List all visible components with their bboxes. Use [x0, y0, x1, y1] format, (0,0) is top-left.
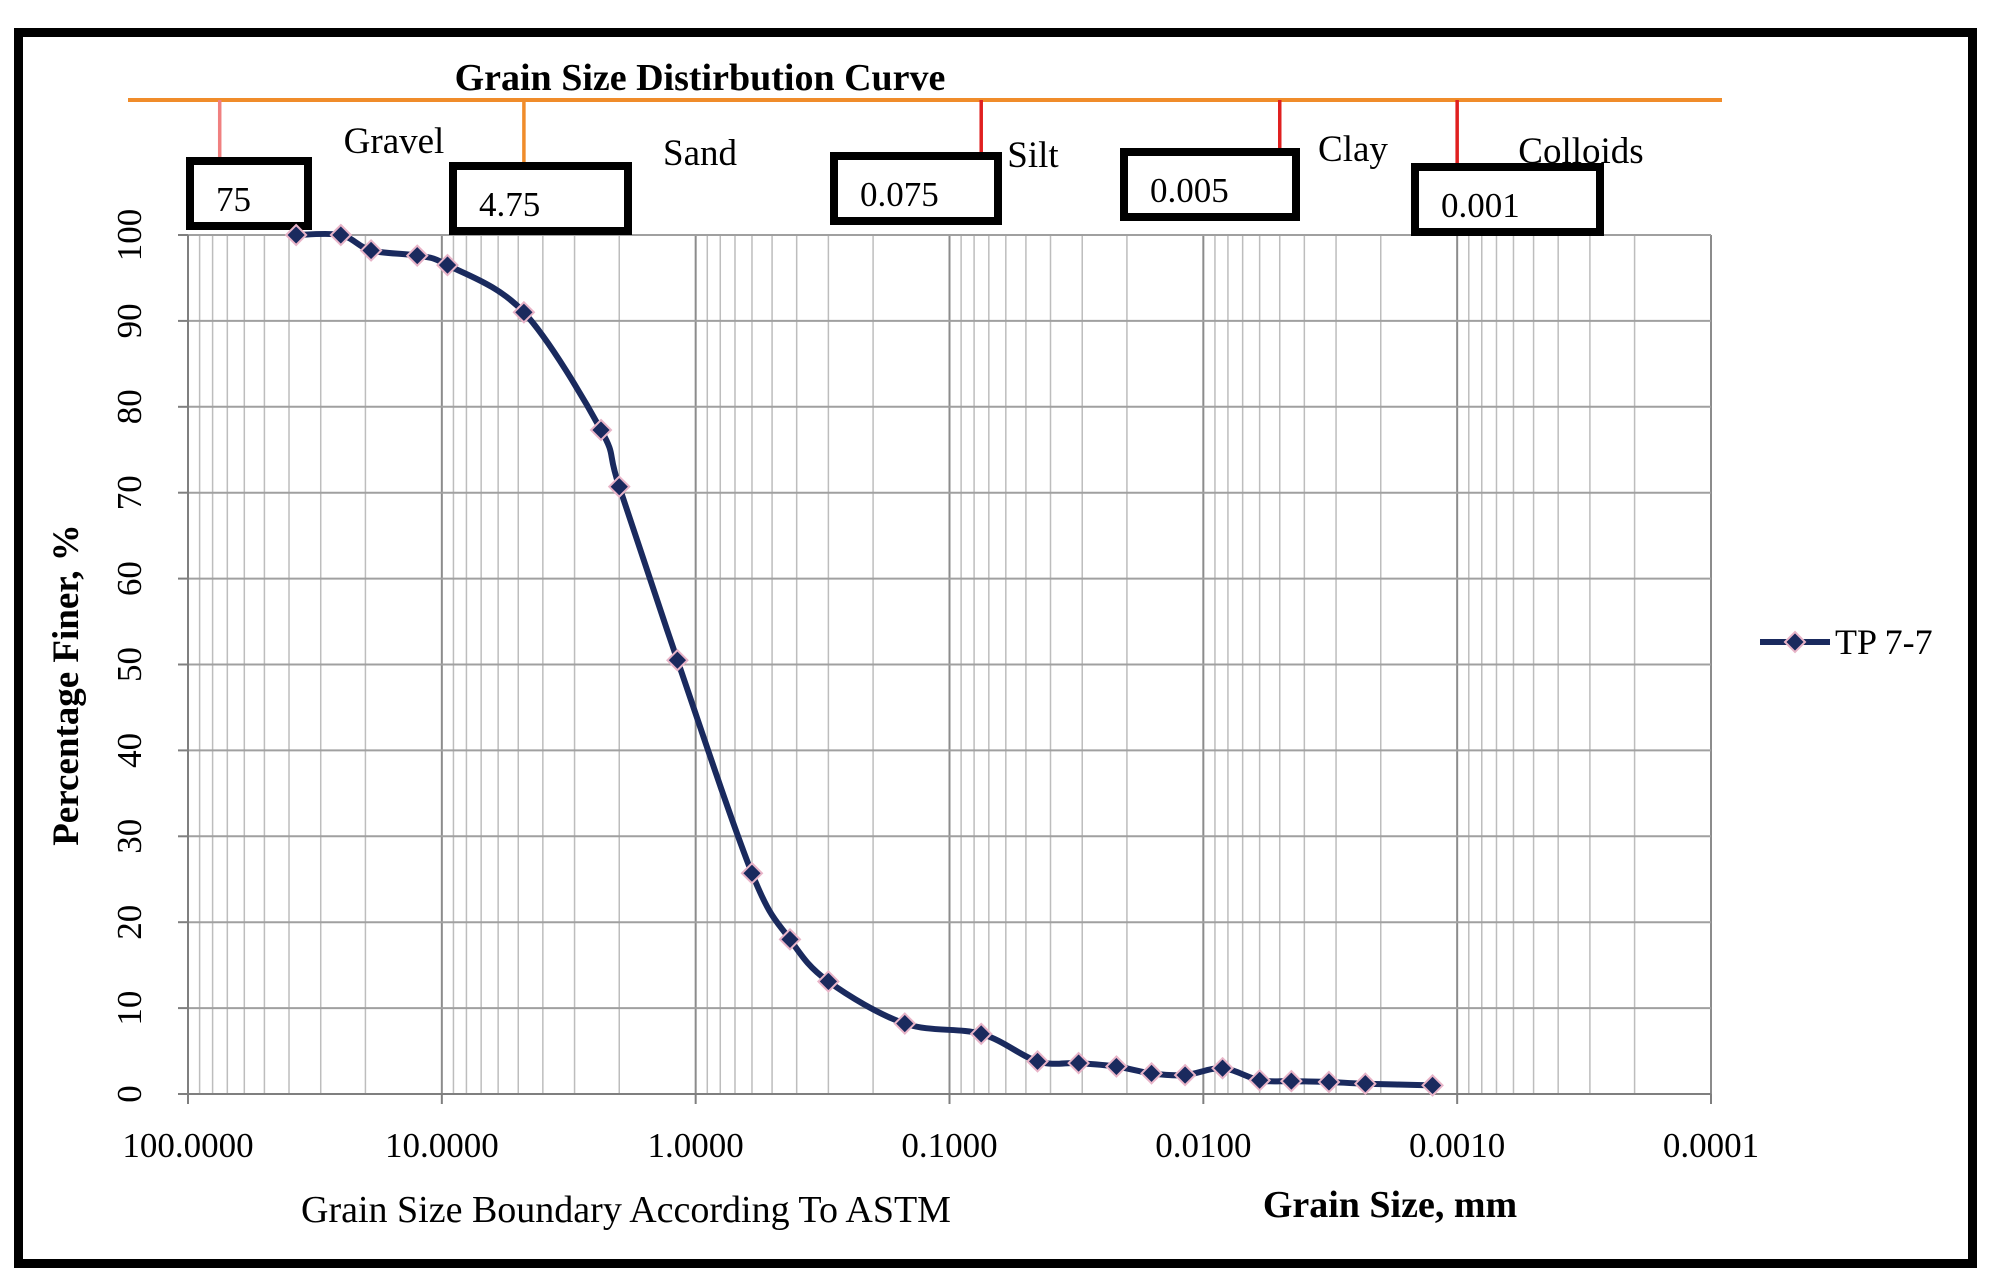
- y-tick-label: 30: [110, 819, 149, 854]
- boundary-label-box: [186, 157, 312, 230]
- data-point-marker: [969, 1022, 993, 1046]
- data-point-marker: [512, 300, 536, 324]
- data-point-marker: [1248, 1068, 1272, 1092]
- data-point-marker: [1105, 1055, 1128, 1078]
- soil-class-label: Gravel: [344, 121, 445, 162]
- soil-class-label: Sand: [663, 133, 738, 174]
- y-tick-label: 70: [110, 475, 149, 510]
- x-tick-label: 0.0100: [1155, 1126, 1251, 1165]
- data-point-marker: [816, 970, 840, 993]
- data-point-marker: [1211, 1056, 1234, 1080]
- x-tick-label: 0.1000: [901, 1126, 997, 1165]
- soil-class-label: Colloids: [1518, 131, 1643, 172]
- data-point-marker: [893, 1012, 917, 1035]
- y-tick-label: 20: [110, 905, 149, 940]
- x-tick-label: 1.0000: [648, 1126, 744, 1165]
- x-axis-label: Grain Size, mm: [1263, 1184, 1517, 1226]
- y-tick-label: 60: [110, 561, 149, 596]
- legend-marker: [1783, 630, 1807, 654]
- data-point-marker: [740, 861, 764, 885]
- data-point-marker: [1173, 1063, 1197, 1087]
- legend: TP 7-7: [1760, 622, 1933, 662]
- x-tick-label: 0.0001: [1663, 1126, 1759, 1165]
- data-point-marker: [1067, 1051, 1091, 1075]
- data-point-marker: [1317, 1070, 1341, 1094]
- boundary-label: 75: [216, 180, 251, 219]
- data-point-marker: [284, 223, 308, 247]
- boundary-label-box: [449, 162, 632, 235]
- y-tick-label: 40: [110, 733, 149, 768]
- y-tick-label: 90: [110, 303, 149, 338]
- data-point-marker: [405, 244, 429, 268]
- x-tick-label: 10.0000: [385, 1126, 499, 1165]
- soil-class-label: Clay: [1318, 129, 1388, 170]
- data-point-marker: [666, 648, 689, 672]
- y-tick-label: 0: [110, 1085, 149, 1103]
- boundary-label: 0.001: [1441, 186, 1520, 225]
- legend-label: TP 7-7: [1835, 622, 1933, 662]
- y-axis-label: Percentage Finer, %: [46, 524, 87, 846]
- y-tick-label: 50: [110, 647, 149, 682]
- boundary-markers: 75 4.75 0.075 0.005 0.001 Gravel Sand Silt Clay C…: [128, 98, 1722, 236]
- data-point-marker: [359, 239, 383, 262]
- boundary-label-box: [830, 152, 1002, 225]
- boundary-label: 4.75: [479, 185, 540, 224]
- chart-title: Grain Size Distirbution Curve: [455, 57, 946, 99]
- data-point-marker: [1353, 1072, 1377, 1096]
- data-point-marker: [1140, 1061, 1163, 1085]
- data-point-marker: [436, 253, 459, 277]
- data-point-marker: [778, 927, 802, 951]
- y-tick-label: 80: [110, 389, 149, 424]
- x-axis-boundary-label: Grain Size Boundary According To ASTM: [301, 1189, 951, 1231]
- boundary-label: 0.075: [860, 175, 939, 214]
- data-point-marker: [1421, 1073, 1444, 1097]
- grid: [188, 234, 1712, 1095]
- data-point-marker: [329, 223, 353, 247]
- axes: 100.0000 10.0000 1.0000 0.1000 0.0100 0.0010 0…: [110, 209, 1759, 1165]
- data-point-marker: [589, 418, 613, 442]
- data-point-marker: [607, 475, 631, 499]
- x-tick-label: 100.0000: [122, 1126, 253, 1165]
- boundary-label-box: [1120, 148, 1300, 221]
- soil-class-label: Silt: [1007, 135, 1059, 176]
- data-point-marker: [1026, 1049, 1049, 1073]
- y-tick-label: 100: [110, 209, 149, 262]
- boundary-label-box: [1411, 163, 1604, 236]
- data-point-marker: [1279, 1069, 1303, 1093]
- y-tick-label: 10: [110, 991, 149, 1026]
- boundary-label: 0.005: [1150, 171, 1229, 210]
- x-tick-label: 0.0010: [1409, 1126, 1505, 1165]
- series-markers: [284, 223, 1444, 1097]
